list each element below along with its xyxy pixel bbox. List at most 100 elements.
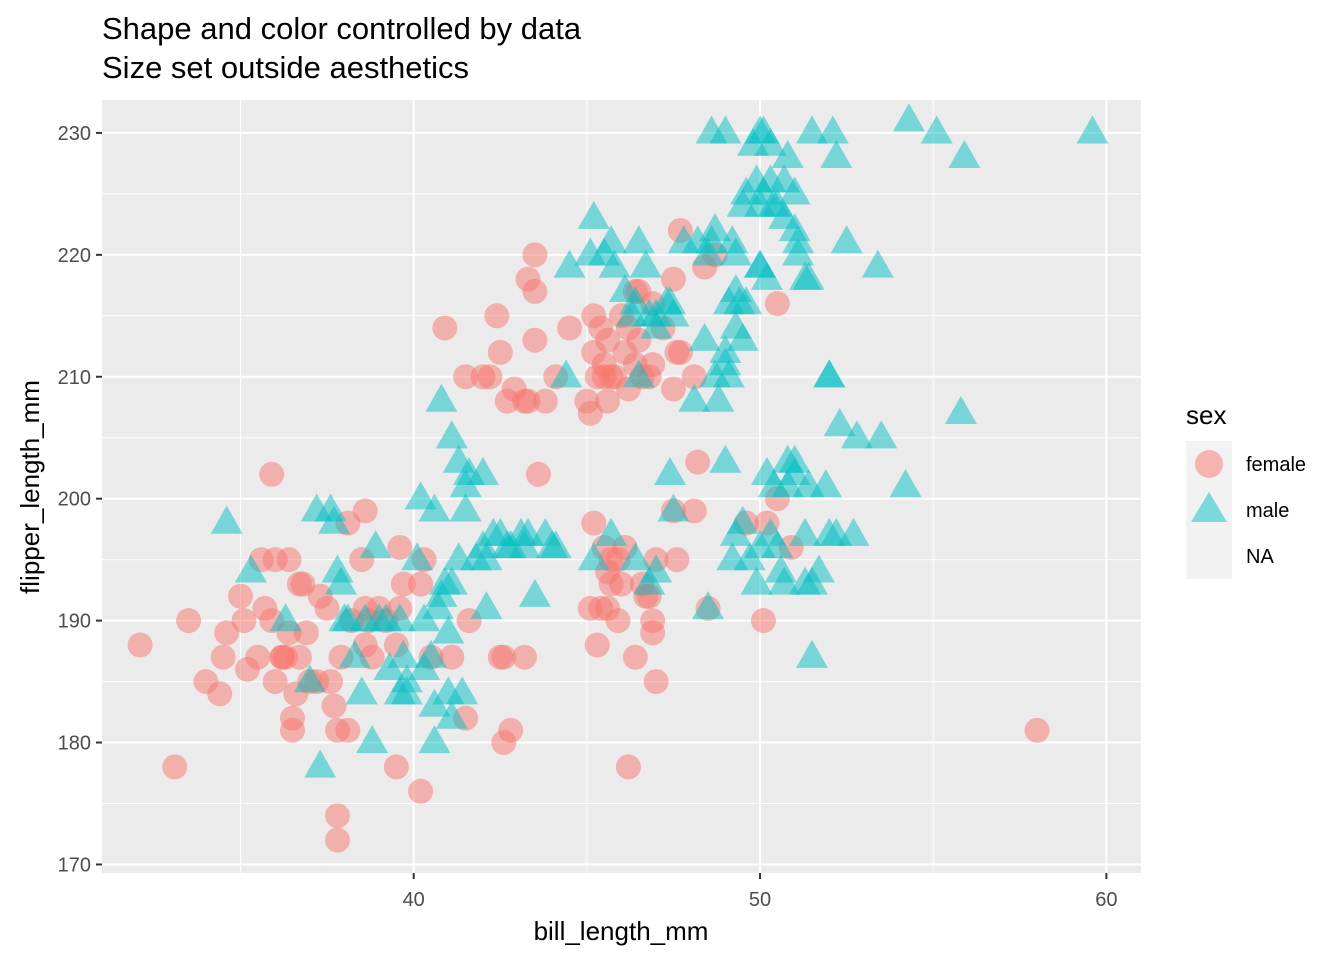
point-female [685,449,711,475]
point-male [792,261,825,290]
point-male [404,481,437,510]
point-male [761,530,794,559]
point-male [823,408,856,437]
point-male [744,249,777,278]
point-male [702,383,735,412]
point-male [657,493,690,522]
point-male [657,298,690,327]
point-male [726,505,759,534]
point-female [390,571,416,597]
point-female [325,803,351,829]
point-female [515,388,541,414]
point-male [442,444,475,473]
point-male [415,639,448,668]
point-male [324,566,357,595]
x-tick-label: 50 [749,889,771,911]
point-female [262,669,288,695]
point-female [352,498,378,524]
point-male [841,420,874,449]
point-female [470,364,496,390]
point-male [619,542,652,571]
y-tick-label: 170 [58,854,91,876]
point-male [408,603,441,632]
point-male [553,249,586,278]
point-male [359,530,392,559]
plot-panel [102,100,1141,873]
point-male [861,249,894,278]
legend-label: NA [1246,546,1274,568]
point-male [428,566,461,595]
point-male [820,139,853,168]
point-male [210,505,243,534]
point-female [279,717,305,743]
point-female [387,534,413,560]
x-axis-title: bill_length_mm [534,916,709,946]
point-female [522,327,548,353]
legend-label: male [1246,500,1289,522]
point-male [598,249,631,278]
point-female [557,315,583,341]
point-male [795,566,828,595]
point-male [401,542,434,571]
point-male [813,359,846,388]
point-male [640,310,673,339]
point-female [525,461,551,487]
y-axis-title: flipper_length_mm [15,380,45,594]
point-male [619,286,652,315]
point-male [629,249,662,278]
point-male [653,456,686,485]
point-male [383,603,416,632]
point-male [550,359,583,388]
point-female [127,632,153,658]
point-female [660,266,686,292]
point-male [771,139,804,168]
point-male [470,542,503,571]
point-male [425,383,458,412]
point-female [290,571,316,597]
point-female [383,754,409,780]
point-male [511,517,544,546]
point-male [719,310,752,339]
point-male [432,676,465,705]
point-female [318,669,344,695]
y-tick-label: 190 [58,611,91,633]
point-male [518,578,551,607]
point-female [162,754,188,780]
point-female [640,620,666,646]
point-male [837,517,870,546]
point-male [640,554,673,583]
point-male [789,517,822,546]
y-tick-label: 220 [58,245,91,267]
x-axis: 40 50 60 [403,873,1117,911]
point-female [522,242,548,268]
legend-label: female [1246,454,1306,476]
point-female [681,364,707,390]
point-female [231,608,257,634]
point-male [418,493,451,522]
y-axis: 170 180 190 200 210 220 230 [58,123,102,876]
point-female [245,644,271,670]
point-male [678,383,711,412]
point-male [356,725,389,754]
point-male [688,322,721,351]
point-male [782,225,815,254]
point-male [709,347,742,376]
point-female [228,583,254,609]
point-female [408,571,434,597]
point-male [466,456,499,485]
point-male [234,554,267,583]
point-female [321,693,347,719]
point-female [577,400,603,426]
point-male [470,591,503,620]
point-male [719,237,752,266]
point-male [577,200,610,229]
point-male [477,517,510,546]
point-male [754,127,787,156]
point-male [622,359,655,388]
point-male [944,395,977,424]
point-male [816,115,849,144]
point-male [304,749,337,778]
point-female [532,388,558,414]
point-female [595,595,621,621]
